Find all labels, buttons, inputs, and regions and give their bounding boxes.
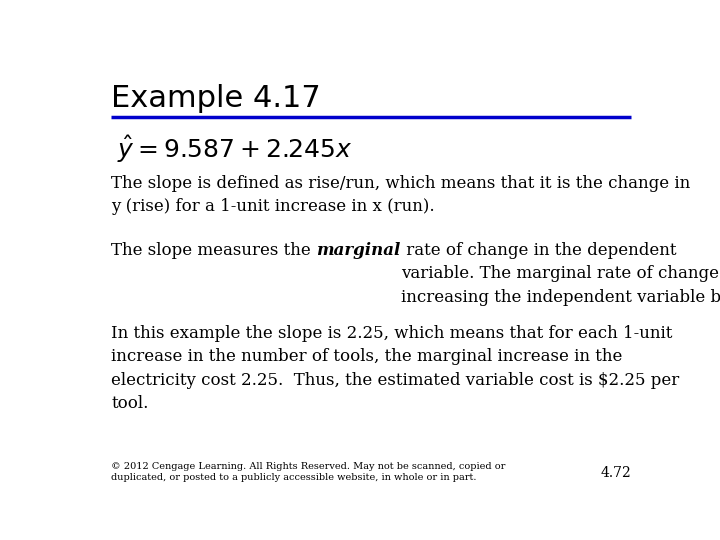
Text: $\hat{y} = 9.587 + 2.245x$: $\hat{y} = 9.587 + 2.245x$ bbox=[117, 133, 352, 165]
Text: rate of change in the dependent
variable. The marginal rate of change refers to : rate of change in the dependent variable… bbox=[400, 241, 720, 306]
Text: marginal: marginal bbox=[316, 241, 400, 259]
Text: © 2012 Cengage Learning. All Rights Reserved. May not be scanned, copied or
dupl: © 2012 Cengage Learning. All Rights Rese… bbox=[111, 462, 505, 482]
Text: Example 4.17: Example 4.17 bbox=[111, 84, 321, 112]
Text: In this example the slope is 2.25, which means that for each 1-unit
increase in : In this example the slope is 2.25, which… bbox=[111, 325, 680, 412]
Text: 4.72: 4.72 bbox=[600, 466, 631, 480]
Text: The slope is defined as rise/run, which means that it is the change in
y (rise) : The slope is defined as rise/run, which … bbox=[111, 175, 690, 215]
Text: The slope measures the: The slope measures the bbox=[111, 241, 316, 259]
